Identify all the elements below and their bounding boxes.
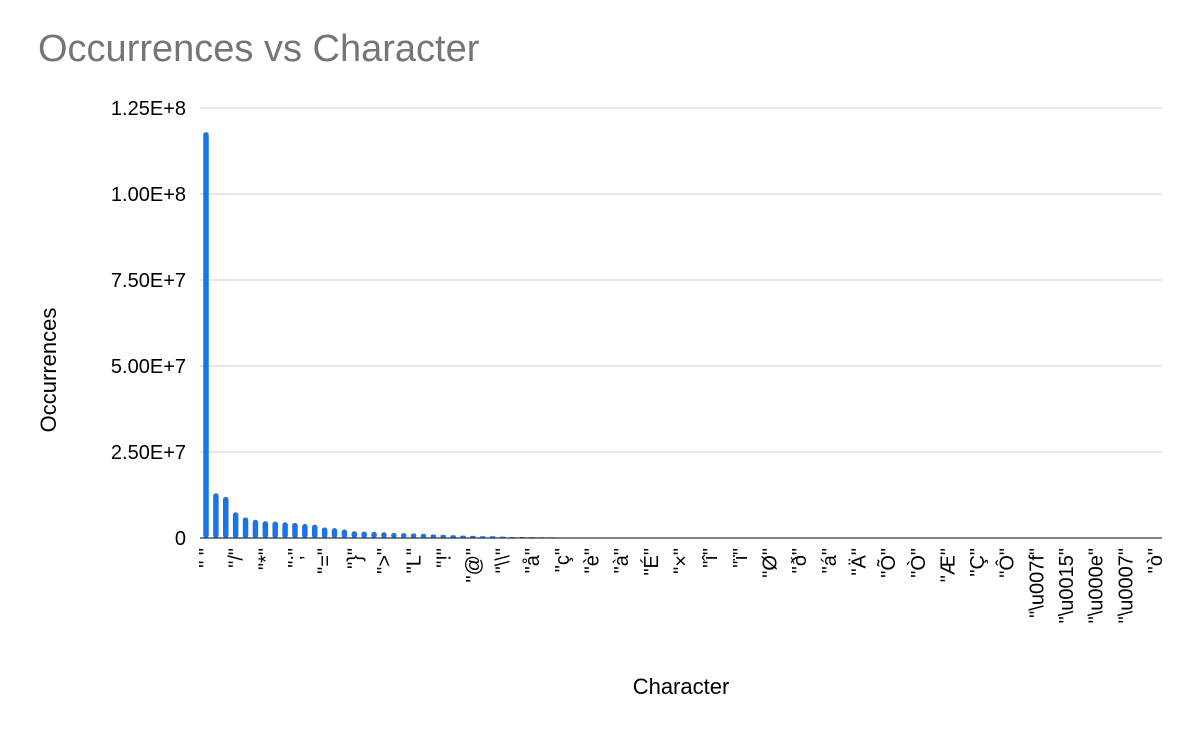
y-tick-label: 1.00E+8 [111, 184, 186, 206]
x-tick-label: "Æ" [937, 548, 959, 582]
x-tick-label: "ç" [552, 548, 574, 572]
x-tick-label: "\\" [493, 548, 515, 573]
x-tick-label: "\u0015" [1056, 548, 1078, 623]
x-tick-label: "\u000e" [1086, 548, 1108, 623]
x-tick-label: "\u007f" [1026, 548, 1048, 618]
bar [321, 527, 328, 538]
x-tick-label: ";" [285, 548, 307, 568]
bar [262, 521, 269, 538]
bar [450, 535, 456, 538]
x-axis-tick-labels: " " "/" "*" ";" "=" "}" ">" "L" "!" "@" "\\" "å" "ç"… [196, 548, 1167, 623]
bar [351, 531, 358, 538]
bar [361, 531, 367, 538]
bar [242, 517, 249, 538]
bar [213, 493, 219, 538]
bars [203, 132, 1148, 538]
bar [430, 534, 437, 538]
x-tick-label: "=" [315, 548, 337, 574]
y-tick-label: 5.00E+7 [111, 356, 186, 378]
y-axis-title: Occurrences [36, 308, 61, 433]
chart-title: Occurrences vs Character [38, 28, 480, 70]
x-tick-label: "L" [404, 548, 426, 573]
bar [341, 529, 348, 538]
y-tick-label: 1.25E+8 [111, 98, 186, 120]
bar [292, 522, 298, 538]
x-tick-label: "}" [344, 548, 366, 569]
x-tick-label: "@" [463, 548, 485, 583]
x-axis-title: Character [633, 674, 730, 699]
y-tick-label: 0 [175, 528, 186, 550]
x-tick-label: "Ø" [759, 548, 781, 578]
bar [371, 531, 377, 538]
x-tick-label: " " [196, 548, 218, 568]
x-tick-label: "á" [819, 548, 841, 573]
x-tick-label: "Õ" [876, 548, 900, 578]
x-tick-label: "î" [700, 548, 722, 568]
x-tick-label: "ï" [730, 548, 752, 568]
bar [460, 535, 466, 538]
y-tick-label: 7.50E+7 [111, 270, 186, 292]
x-tick-label: "Ò" [907, 548, 930, 578]
x-tick-label: "×" [671, 548, 693, 574]
x-tick-label: "!" [433, 548, 455, 568]
bar [420, 533, 427, 538]
x-tick-label: "å" [522, 548, 544, 573]
bar [410, 533, 417, 538]
bar [331, 528, 338, 538]
bar [311, 524, 318, 538]
x-tick-label: "\u0007" [1115, 548, 1137, 623]
x-tick-label: "ð" [789, 548, 811, 573]
bar [302, 523, 308, 538]
bar [381, 532, 387, 538]
y-axis-tick-labels: 0 2.50E+7 5.00E+7 7.50E+7 1.00E+8 1.25E+8 [111, 98, 186, 550]
x-tick-label: ">" [374, 548, 396, 574]
bar [391, 532, 397, 538]
bar [400, 533, 407, 538]
x-tick-label: "Ç" [967, 548, 989, 577]
bar [203, 132, 209, 538]
x-tick-label: "/" [226, 548, 248, 568]
y-tick-label: 2.50E+7 [111, 442, 186, 464]
gridlines [200, 107, 1162, 453]
x-tick-label: "É" [640, 548, 663, 576]
bar [272, 521, 278, 538]
x-tick-label: "*" [255, 548, 277, 570]
x-tick-label: "ò" [1145, 548, 1167, 573]
bar [282, 522, 288, 538]
x-tick-label: "Ä" [848, 548, 870, 576]
bar [252, 519, 259, 538]
x-tick-label: "Ô" [996, 548, 1019, 578]
x-tick-label: "à" [611, 548, 633, 573]
bar [232, 512, 239, 538]
bar [223, 496, 229, 538]
x-tick-label: "è" [582, 548, 604, 573]
bar [440, 534, 446, 538]
